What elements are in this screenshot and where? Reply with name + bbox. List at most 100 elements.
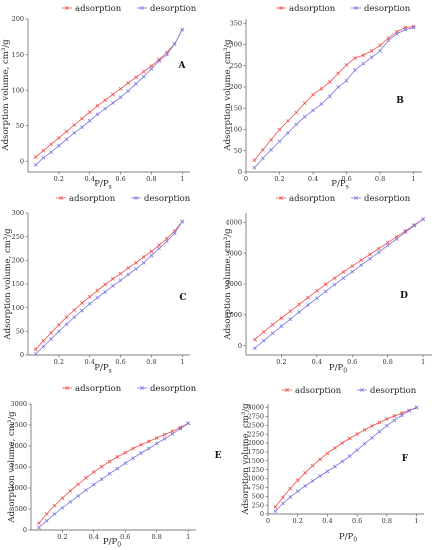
data-point-desorption	[76, 494, 81, 498]
data-point-adsorption	[252, 158, 257, 162]
data-point-desorption	[49, 150, 54, 154]
data-point-desorption	[107, 471, 112, 476]
data-point-adsorption	[123, 450, 128, 455]
data-point-desorption	[294, 122, 299, 127]
panel-label: B	[396, 96, 404, 106]
x-tick-label: 0.8	[152, 533, 162, 541]
legend-label-desorption: desorption	[364, 4, 411, 14]
data-point-desorption	[341, 276, 346, 281]
data-point-adsorption	[87, 294, 92, 299]
chart-panel-f: 0250500750100012501500175020002250250027…	[241, 386, 424, 544]
data-point-adsorption	[403, 229, 408, 233]
legend-marker-adsorption	[59, 196, 63, 200]
data-point-adsorption	[60, 496, 65, 500]
data-point-desorption	[41, 155, 46, 160]
y-tick-label: 50	[234, 147, 242, 155]
data-point-desorption	[377, 429, 382, 434]
data-point-desorption	[376, 250, 381, 255]
x-tick-label: 0.4	[85, 175, 95, 183]
data-point-desorption	[164, 239, 169, 244]
data-point-adsorption	[84, 476, 88, 480]
data-point-adsorption	[302, 101, 307, 106]
data-point-desorption	[318, 474, 322, 478]
data-point-adsorption	[384, 417, 389, 421]
data-point-desorption	[314, 296, 319, 301]
data-point-desorption	[394, 237, 399, 241]
data-point-adsorption	[252, 337, 257, 342]
data-point-desorption	[99, 477, 104, 482]
data-point-adsorption	[141, 69, 146, 74]
data-point-adsorption	[303, 470, 308, 475]
y-tick-label: 300	[12, 209, 24, 217]
data-point-desorption	[49, 337, 54, 341]
data-point-desorption	[134, 266, 138, 271]
data-point-desorption	[110, 101, 115, 105]
x-tick-label: 0.4	[308, 175, 318, 183]
data-point-adsorption	[269, 137, 274, 142]
data-point-desorption	[131, 456, 136, 461]
y-tick-label: 2000	[225, 280, 242, 288]
data-point-desorption	[369, 55, 374, 60]
data-point-desorption	[157, 246, 162, 251]
data-point-desorption	[103, 290, 108, 294]
y-tick-label: 350	[230, 19, 242, 27]
data-point-desorption	[252, 346, 257, 351]
x-tick-label: 0.6	[352, 517, 362, 525]
x-axis-label: P/Ps	[94, 179, 111, 191]
x-axis-label-subscript: 0	[117, 542, 121, 549]
chart-panel-e: 0 500 1000 1500 2000 2500 3000 0.2 0.4 0.6 0.8 1 ads…	[7, 384, 222, 549]
data-point-adsorption	[162, 432, 167, 437]
data-point-adsorption	[103, 282, 108, 287]
data-point-desorption	[64, 137, 69, 142]
y-tick-label: 4000	[225, 218, 242, 226]
legend-label-adsorption: adsorption	[295, 386, 342, 396]
data-point-desorption	[403, 230, 408, 235]
data-point-desorption	[87, 118, 92, 123]
data-point-adsorption	[294, 110, 299, 115]
data-point-desorption	[260, 156, 265, 161]
data-point-adsorption	[49, 142, 54, 147]
data-point-desorption	[280, 501, 285, 506]
y-tick-label: 250	[12, 233, 24, 241]
data-point-desorption	[172, 231, 177, 236]
x-tick-label: 0.8	[146, 358, 156, 366]
data-point-adsorption	[95, 288, 100, 293]
data-point-desorption	[384, 423, 389, 428]
x-tick-label: 1	[180, 358, 184, 366]
legend-marker-desorption	[140, 386, 144, 390]
y-tick-label: 150	[230, 104, 242, 112]
chart-panel-b: 0 50 100 150 200 250 300 350 0 0.2 0.4 0.6 0.8 1 adsor…	[223, 4, 422, 191]
data-point-adsorption	[64, 129, 69, 134]
data-point-desorption	[319, 102, 324, 106]
data-point-adsorption	[332, 446, 337, 450]
data-point-adsorption	[361, 53, 366, 58]
data-point-desorption	[141, 260, 146, 265]
data-point-desorption	[399, 413, 404, 418]
legend: adsorption desorption	[62, 4, 197, 14]
data-point-adsorption	[76, 482, 81, 487]
data-point-desorption	[64, 322, 69, 327]
data-point-adsorption	[41, 338, 46, 343]
data-point-desorption	[80, 125, 84, 130]
data-point-desorption	[139, 451, 143, 456]
legend: adsorption desorption	[276, 4, 411, 14]
legend-marker-adsorption	[65, 6, 69, 10]
data-point-desorption	[327, 94, 332, 99]
y-tick-label: 150	[12, 51, 24, 59]
data-point-desorption	[394, 31, 399, 36]
legend-label-desorption: desorption	[370, 386, 417, 396]
y-tick-label: 50	[16, 328, 24, 336]
y-tick-label: 500	[15, 505, 27, 513]
legend-marker-desorption	[360, 388, 364, 392]
data-point-adsorption	[141, 255, 146, 259]
x-axis-label-main: P/P	[329, 363, 344, 373]
legend-label-desorption: desorption	[150, 4, 197, 14]
data-point-adsorption	[178, 425, 183, 430]
x-tick-label: 0	[244, 175, 248, 183]
y-tick-label: 2000	[10, 442, 27, 450]
chart-panel-c: 0 50 100 150 200 250 300 0.2 0.4 0.6 0.8 1 adsorptio…	[3, 194, 191, 375]
panel-label: C	[179, 293, 186, 303]
data-point-adsorption	[52, 503, 57, 508]
legend-label-adsorption: adsorption	[69, 194, 116, 204]
data-point-desorption	[36, 525, 41, 530]
